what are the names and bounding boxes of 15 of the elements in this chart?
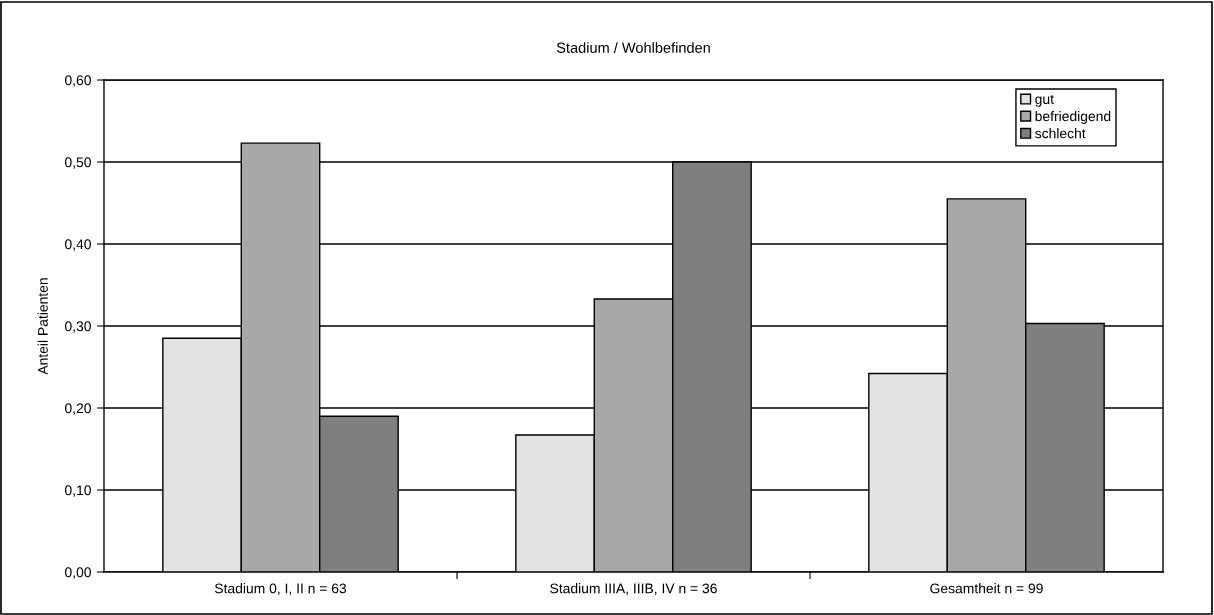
y-tick-label: 0,40: [65, 239, 91, 251]
x-tick-label: Stadium 0, I, II n = 63: [214, 583, 347, 595]
chart-title: Stadium / Wohlbefinden: [556, 42, 710, 53]
legend-label: gut: [1035, 94, 1054, 107]
y-tick-label: 0,50: [65, 157, 91, 169]
y-tick-label: 0,60: [65, 75, 91, 87]
y-tick-label: 0,00: [65, 567, 91, 579]
y-axis-title: Anteil Patienten: [37, 278, 48, 375]
y-tick-label: 0,20: [65, 403, 91, 415]
y-tick-label: 0,10: [65, 485, 91, 497]
x-tick-label: Gesamtheit n = 99: [930, 583, 1043, 594]
legend-label: befriedigend: [1035, 110, 1111, 124]
y-tick-label: 0,30: [65, 321, 91, 333]
legend-label: schlecht: [1035, 128, 1086, 139]
x-tick-label: Stadium IIIA, IIIB, IV n = 36: [550, 583, 717, 595]
